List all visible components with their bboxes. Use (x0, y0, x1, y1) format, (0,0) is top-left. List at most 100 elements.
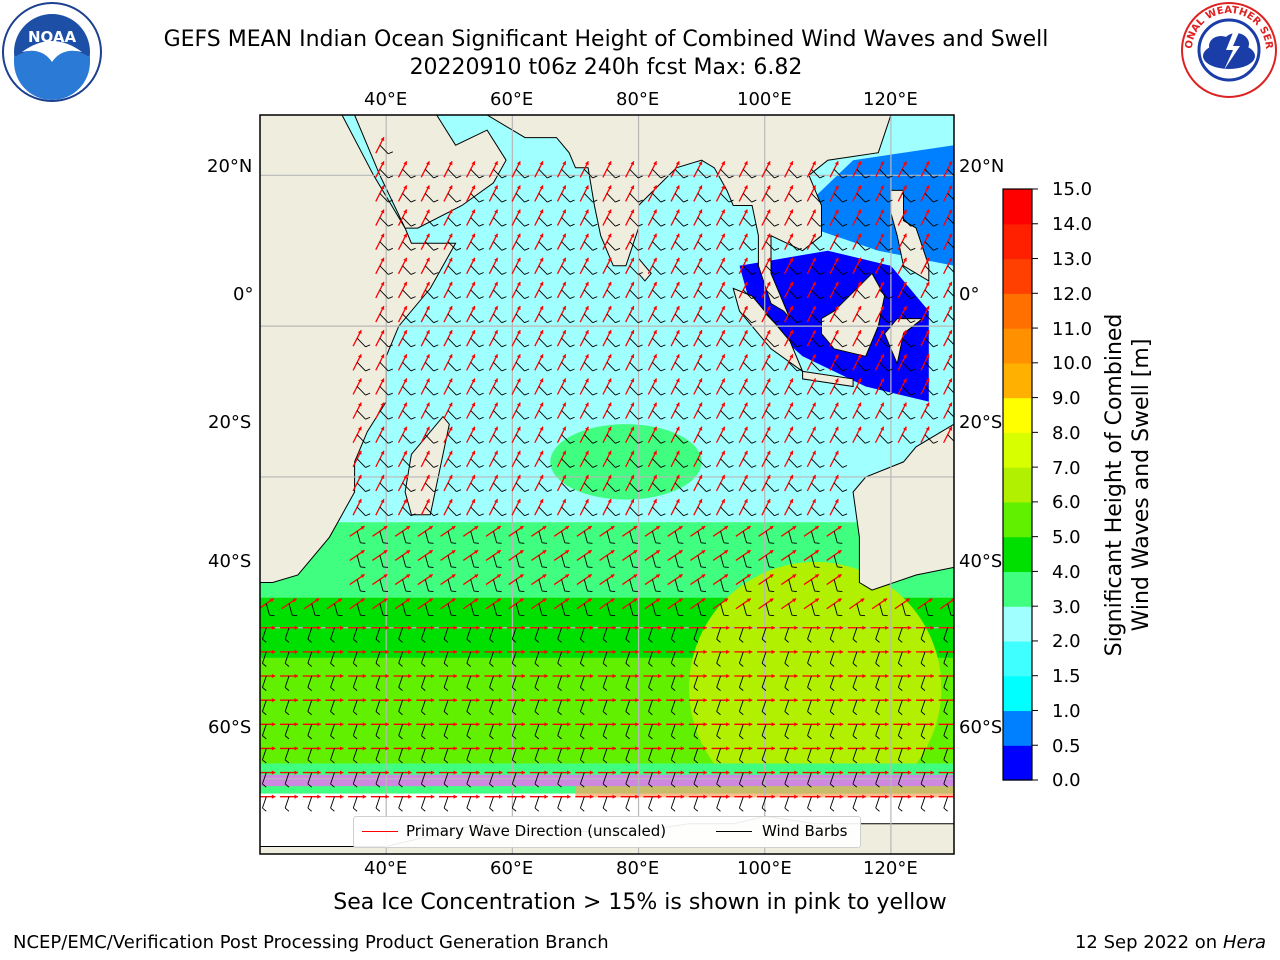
wind-barb-flag (398, 759, 403, 764)
wave-arrowhead (403, 281, 407, 286)
wave-arrowhead (630, 330, 635, 335)
wave-arrowhead (403, 450, 407, 455)
wind-barb-flag (489, 687, 494, 691)
wind-barb (538, 337, 548, 348)
wind-barb-flag (501, 465, 507, 468)
wave-arrowhead (816, 794, 821, 799)
wave-arrowhead (812, 257, 816, 262)
wave-arrowhead (294, 625, 299, 630)
wind-barb-flag (683, 440, 689, 444)
wind-barb (379, 313, 389, 323)
wind-barb (466, 796, 472, 809)
wind-barb-flag (670, 711, 676, 716)
wave-arrowhead (743, 281, 748, 286)
wind-barb-flag (478, 344, 484, 348)
wind-barb-flag (852, 638, 858, 643)
wave-arrowhead (789, 499, 794, 504)
wind-barb-flag (898, 735, 903, 740)
wave-arrowhead (907, 722, 912, 727)
wave-arrowhead (633, 526, 638, 530)
wave-arrowhead (857, 209, 862, 214)
wind-barb-flag (842, 440, 848, 444)
wind-barb-flag (352, 807, 358, 812)
wind-barb (897, 675, 903, 688)
wind-barb (379, 362, 389, 372)
wind-barb (493, 434, 503, 444)
wave-arrowhead (516, 161, 521, 166)
wind-barb-flag (943, 687, 948, 691)
wave-arrowhead (857, 306, 862, 311)
right-lat-tick: 40°S (959, 551, 1003, 572)
wave-arrowhead (948, 330, 953, 335)
wind-barb (307, 627, 313, 640)
wind-barb-flag (262, 807, 267, 812)
wind-barb-flag (410, 368, 416, 372)
wind-barb (379, 506, 389, 517)
wind-barb-flag (625, 687, 630, 691)
wave-arrowhead (698, 330, 703, 335)
wind-barb (693, 675, 699, 688)
wind-barb-flag (547, 272, 553, 275)
wind-barb-flag (910, 392, 916, 396)
wind-barb (579, 796, 585, 809)
wave-arrowhead (834, 474, 839, 479)
wind-barb-flag (592, 465, 598, 468)
wave-arrowhead (653, 161, 657, 166)
wind-barb-flag (592, 513, 598, 517)
wind-barb (307, 772, 313, 785)
wind-barb-flag (625, 807, 630, 812)
wave-arrowhead (271, 673, 276, 679)
wave-arrowhead (612, 770, 616, 775)
wind-barb-flag (330, 759, 335, 764)
bottom-lon-tick: 80°E (616, 858, 660, 879)
wave-arrowhead (408, 794, 412, 799)
wave-arrowhead (837, 574, 842, 579)
wind-barb (629, 579, 634, 592)
wind-barb (788, 217, 798, 227)
wave-arrowhead (494, 450, 498, 455)
wind-barb (674, 410, 684, 420)
wave-arrowhead (430, 649, 435, 654)
wave-arrowhead (675, 257, 680, 262)
wind-barb (697, 579, 702, 592)
wind-barb (833, 362, 843, 372)
wind-barb-flag (807, 759, 812, 764)
wind-barb-flag (660, 272, 666, 275)
wave-arrowhead (766, 378, 771, 383)
wind-barb (652, 337, 662, 348)
wind-barb-flag (706, 296, 711, 299)
wave-arrowhead (380, 499, 385, 504)
wind-barb (674, 506, 684, 517)
wind-barb (833, 506, 843, 517)
wind-barb (856, 193, 866, 203)
wind-barb (561, 603, 566, 616)
wave-arrowhead (383, 598, 388, 603)
wave-arrowhead (565, 550, 570, 554)
wind-barb (875, 724, 880, 736)
wind-barb (697, 386, 707, 396)
wave-arrowhead (839, 673, 844, 679)
wave-arrowhead (380, 306, 385, 311)
wind-barb-flag (534, 735, 540, 740)
wind-barb-flag (352, 687, 358, 691)
wind-barb (765, 506, 775, 517)
wind-barb-flag (796, 513, 802, 517)
wind-barb (284, 796, 290, 809)
wind-barb (379, 217, 389, 227)
wind-barb (856, 410, 866, 420)
wave-arrowhead (430, 722, 435, 727)
wind-barb (742, 386, 752, 396)
wave-arrowhead (812, 185, 816, 190)
wind-barb (538, 386, 548, 396)
wind-barb-flag (819, 416, 825, 420)
wind-barb-flag (524, 320, 530, 324)
wave-arrowhead (766, 161, 771, 166)
wind-barb-flag (774, 199, 780, 203)
wave-arrowhead (357, 499, 362, 504)
wind-barb-flag (728, 440, 734, 444)
wave-arrowhead (494, 378, 498, 383)
wave-arrowhead (425, 257, 430, 262)
wave-arrowhead (653, 257, 657, 262)
wave-arrowhead (794, 698, 798, 703)
wave-arrowhead (494, 354, 498, 359)
